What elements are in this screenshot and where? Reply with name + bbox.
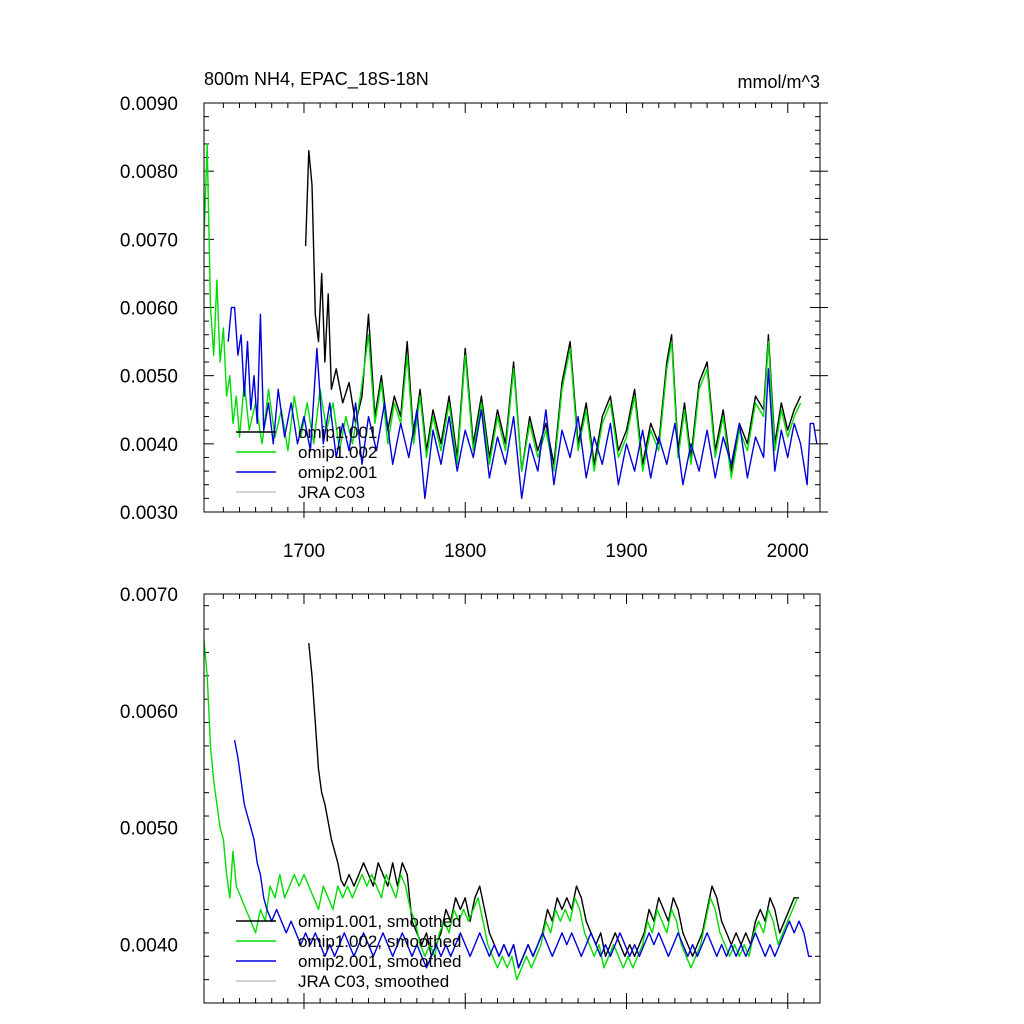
top-chart-title: 800m NH4, EPAC_18S-18N: [204, 69, 429, 90]
top-ytick-label: 0.0080: [120, 162, 178, 183]
top-legend-label-1: omip1.002: [298, 443, 377, 462]
top-legend-label-3: JRA C03: [298, 483, 365, 502]
top-ytick-label: 0.0050: [120, 367, 178, 388]
top-ytick-label: 0.0030: [120, 503, 178, 524]
top-ytick-label: 0.0060: [120, 299, 178, 320]
top-series-line-1: [203, 143, 802, 479]
top-xtick-label: 1900: [605, 541, 647, 562]
top-xtick-label: 1700: [283, 541, 325, 562]
bottom-legend-label-2: omip2.001, smoothed: [298, 952, 462, 971]
top-ytick-label: 0.0070: [120, 230, 178, 251]
top-series-line-2: [227, 306, 818, 500]
bottom-series-line-2: [233, 739, 812, 969]
top-chart-units: mmol/m^3: [738, 72, 820, 92]
bottom-ytick-label: 0.0050: [120, 819, 178, 840]
top-ytick-label: 0.0090: [120, 94, 178, 115]
top-plot-frame: [203, 102, 821, 513]
top-ytick-label: 0.0040: [120, 435, 178, 456]
bottom-ytick-label: 0.0040: [120, 936, 178, 957]
bottom-legend-label-3: JRA C03, smoothed: [298, 972, 449, 991]
bottom-series-line-0: [308, 643, 799, 969]
bottom-ytick-label: 0.0070: [120, 585, 178, 606]
top-xtick-label: 1800: [444, 541, 486, 562]
bottom-panel: 0.0040 0.0050 0.0060 0.0070 omip1.001, smoo…: [120, 585, 821, 1009]
top-panel: 800m NH4, EPAC_18S-18N mmol/m^3 1700 1800…: [120, 69, 828, 562]
top-legend-label-0: omip1.001: [298, 423, 377, 442]
bottom-legend-label-0: omip1.001, smoothed: [298, 912, 462, 931]
bottom-legend-label-1: omip1.002, smoothed: [298, 932, 462, 951]
bottom-plot-frame: [203, 593, 821, 1004]
bottom-series-line-1: [203, 640, 799, 981]
top-xtick-label: 2000: [767, 541, 809, 562]
bottom-ytick-label: 0.0060: [120, 702, 178, 723]
top-legend-label-2: omip2.001: [298, 463, 377, 482]
